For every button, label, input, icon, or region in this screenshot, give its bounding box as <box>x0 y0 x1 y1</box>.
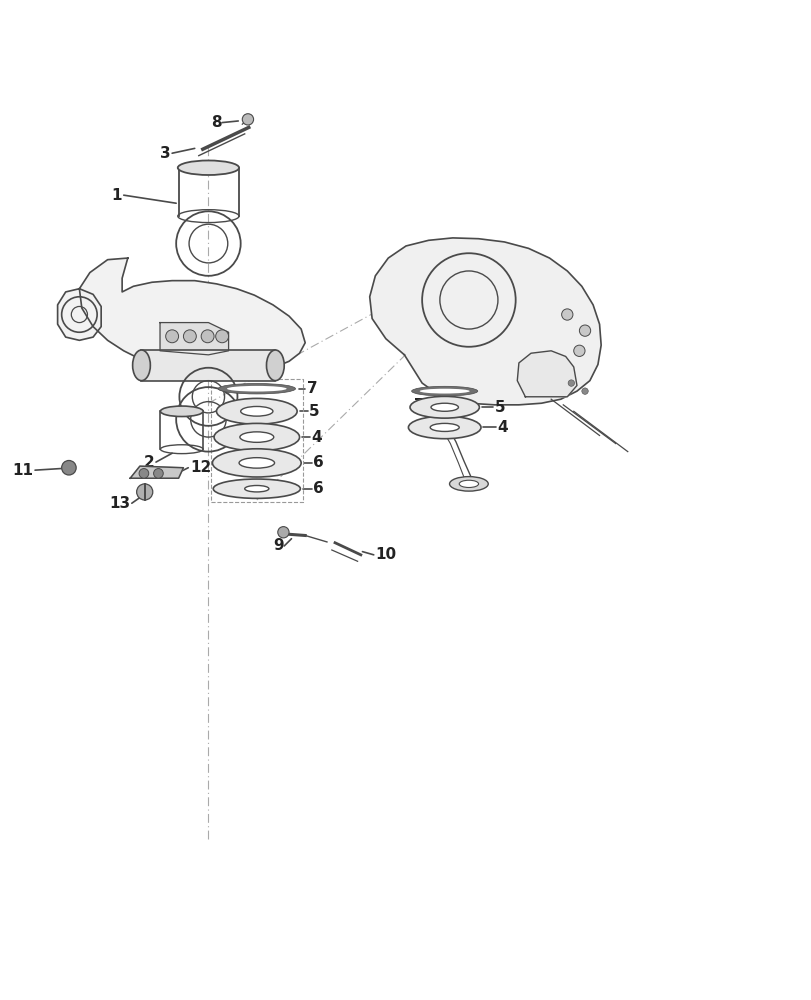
Circle shape <box>277 527 289 538</box>
Polygon shape <box>517 351 577 397</box>
Ellipse shape <box>212 449 301 477</box>
Circle shape <box>242 114 253 125</box>
Ellipse shape <box>431 403 458 411</box>
Text: 8: 8 <box>210 115 221 130</box>
Polygon shape <box>369 238 600 405</box>
Circle shape <box>165 330 178 343</box>
Text: 2: 2 <box>144 455 154 470</box>
Ellipse shape <box>430 423 459 431</box>
Circle shape <box>581 388 587 394</box>
Text: 5: 5 <box>309 404 320 419</box>
Circle shape <box>153 469 163 478</box>
Ellipse shape <box>240 406 272 416</box>
Ellipse shape <box>217 398 297 424</box>
Ellipse shape <box>161 406 203 417</box>
Ellipse shape <box>459 480 478 488</box>
Circle shape <box>573 345 584 356</box>
Ellipse shape <box>213 479 300 498</box>
Circle shape <box>62 460 76 475</box>
Circle shape <box>183 330 196 343</box>
Ellipse shape <box>132 350 150 381</box>
Circle shape <box>139 469 148 478</box>
Ellipse shape <box>449 477 487 491</box>
Text: 7: 7 <box>414 398 424 413</box>
Polygon shape <box>160 323 229 355</box>
Ellipse shape <box>214 423 299 451</box>
Bar <box>141 350 275 381</box>
Text: 7: 7 <box>307 381 317 396</box>
Text: 13: 13 <box>109 496 130 511</box>
Ellipse shape <box>178 160 238 175</box>
Ellipse shape <box>218 383 295 394</box>
Circle shape <box>568 380 574 386</box>
Ellipse shape <box>227 386 286 392</box>
Text: 1: 1 <box>111 188 122 203</box>
Circle shape <box>579 325 590 336</box>
Circle shape <box>201 330 214 343</box>
Ellipse shape <box>239 432 273 442</box>
Text: 4: 4 <box>311 430 322 445</box>
Ellipse shape <box>408 416 480 439</box>
Ellipse shape <box>244 485 268 492</box>
Polygon shape <box>79 258 305 374</box>
Text: 6: 6 <box>313 455 324 470</box>
Ellipse shape <box>266 350 284 381</box>
Circle shape <box>136 484 152 500</box>
Polygon shape <box>58 289 101 340</box>
Text: 11: 11 <box>12 463 33 478</box>
Text: 9: 9 <box>272 538 283 553</box>
Text: 10: 10 <box>375 547 396 562</box>
Ellipse shape <box>410 396 478 418</box>
Text: 5: 5 <box>494 400 504 415</box>
Ellipse shape <box>419 389 469 394</box>
Text: 4: 4 <box>496 420 507 435</box>
Polygon shape <box>130 466 183 478</box>
Text: 12: 12 <box>190 460 211 475</box>
Ellipse shape <box>238 458 274 468</box>
Text: 6: 6 <box>313 481 324 496</box>
Circle shape <box>216 330 229 343</box>
Circle shape <box>561 309 573 320</box>
Ellipse shape <box>411 386 477 396</box>
Text: 3: 3 <box>160 146 170 161</box>
